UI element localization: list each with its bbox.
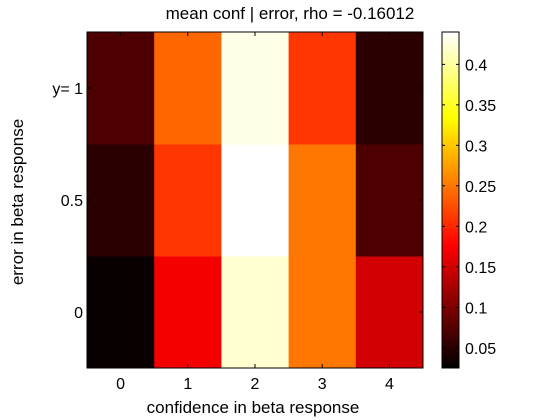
heatmap-cell [221, 32, 290, 145]
heatmap-cell [288, 144, 357, 257]
x-axis-ticks: 0 1 2 3 4 [116, 32, 394, 393]
colorbar-tick-label: 0.1 [465, 300, 487, 317]
x-tick-label: 0 [116, 376, 125, 393]
x-tick-label: 2 [251, 376, 260, 393]
heatmap-cell [288, 32, 357, 145]
chart-title: mean conf | error, rho = -0.16012 [166, 4, 415, 23]
colorbar-tick-label: 0.3 [465, 138, 487, 155]
heatmap-cell [87, 32, 155, 145]
y-tick-label: 0.5 [61, 193, 83, 210]
x-tick-label: 4 [385, 376, 394, 393]
heatmap-cell [87, 144, 155, 257]
colorbar-ticks: 0.05 0.1 0.15 0.2 0.25 0.3 0.35 0.4 [442, 57, 496, 358]
heatmap-cell [355, 32, 424, 145]
colorbar-tick-label: 0.15 [465, 260, 496, 277]
y-axis-label: error in beta response [8, 119, 27, 285]
heatmap-cell [87, 256, 155, 369]
heatmap-cell [154, 32, 222, 145]
colorbar-tick-label: 0.05 [465, 341, 496, 358]
x-tick-label: 3 [318, 376, 327, 393]
x-axis-label: confidence in beta response [147, 398, 360, 417]
heatmap-cell [221, 256, 290, 369]
colorbar [441, 31, 460, 369]
heatmap-cell [154, 144, 222, 257]
x-tick-label: 1 [183, 376, 192, 393]
y-tick-label: 0 [74, 305, 83, 322]
colorbar-tick-label: 0.2 [465, 219, 487, 236]
y-axis-ticks: 0 0.5 y= 1 [52, 81, 423, 322]
heatmap-cells [87, 32, 424, 369]
heatmap-cell [154, 256, 222, 369]
heatmap-cell [355, 256, 424, 369]
colorbar-tick-label: 0.25 [465, 179, 496, 196]
heatmap-cell [355, 144, 424, 257]
heatmap-cell [288, 256, 357, 369]
colorbar-tick-label: 0.35 [465, 98, 496, 115]
y-tick-label: y= 1 [52, 81, 83, 98]
heatmap-cell [221, 144, 290, 257]
colorbar-tick-label: 0.4 [465, 57, 487, 74]
